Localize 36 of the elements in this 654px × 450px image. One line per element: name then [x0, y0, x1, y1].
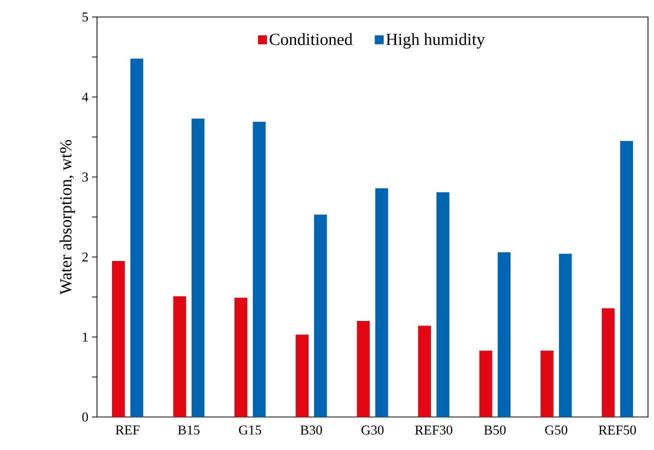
y-tick-label: 3	[82, 172, 88, 182]
x-tick-label: B30	[300, 426, 322, 435]
x-tick-label: B15	[178, 426, 200, 435]
bar	[356, 321, 370, 417]
bar	[192, 118, 204, 417]
bar	[558, 254, 572, 417]
y-tick-label: 2	[82, 252, 88, 262]
legend-label: Conditioned	[270, 33, 353, 46]
bar	[620, 141, 634, 417]
bar	[436, 192, 450, 417]
x-tick-label: REF30	[415, 426, 452, 435]
x-tick-label: G50	[545, 426, 568, 435]
bar	[479, 350, 492, 417]
legend-label: High humidity	[386, 33, 485, 49]
bar	[540, 350, 554, 417]
bar	[602, 308, 615, 417]
bar	[130, 58, 144, 417]
bar	[112, 261, 125, 417]
bar	[173, 296, 186, 417]
y-axis-title: Water absorption, wt%	[60, 140, 75, 295]
bar	[418, 326, 431, 417]
y-tick-label: 1	[82, 332, 88, 342]
y-tick-label: 5	[82, 12, 88, 22]
x-tick-label: REF	[116, 426, 140, 434]
bar	[375, 188, 388, 417]
bar	[314, 214, 327, 417]
bar	[252, 122, 266, 417]
x-tick-label: G30	[361, 426, 384, 435]
x-tick-label: REF50	[598, 426, 636, 435]
y-tick-label: 0	[82, 412, 88, 422]
y-tick-label: 4	[82, 92, 88, 102]
bar	[498, 252, 511, 417]
x-tick-label: B50	[484, 426, 506, 435]
bar	[234, 298, 248, 417]
bar	[296, 334, 309, 417]
x-tick-label: G15	[239, 426, 262, 435]
